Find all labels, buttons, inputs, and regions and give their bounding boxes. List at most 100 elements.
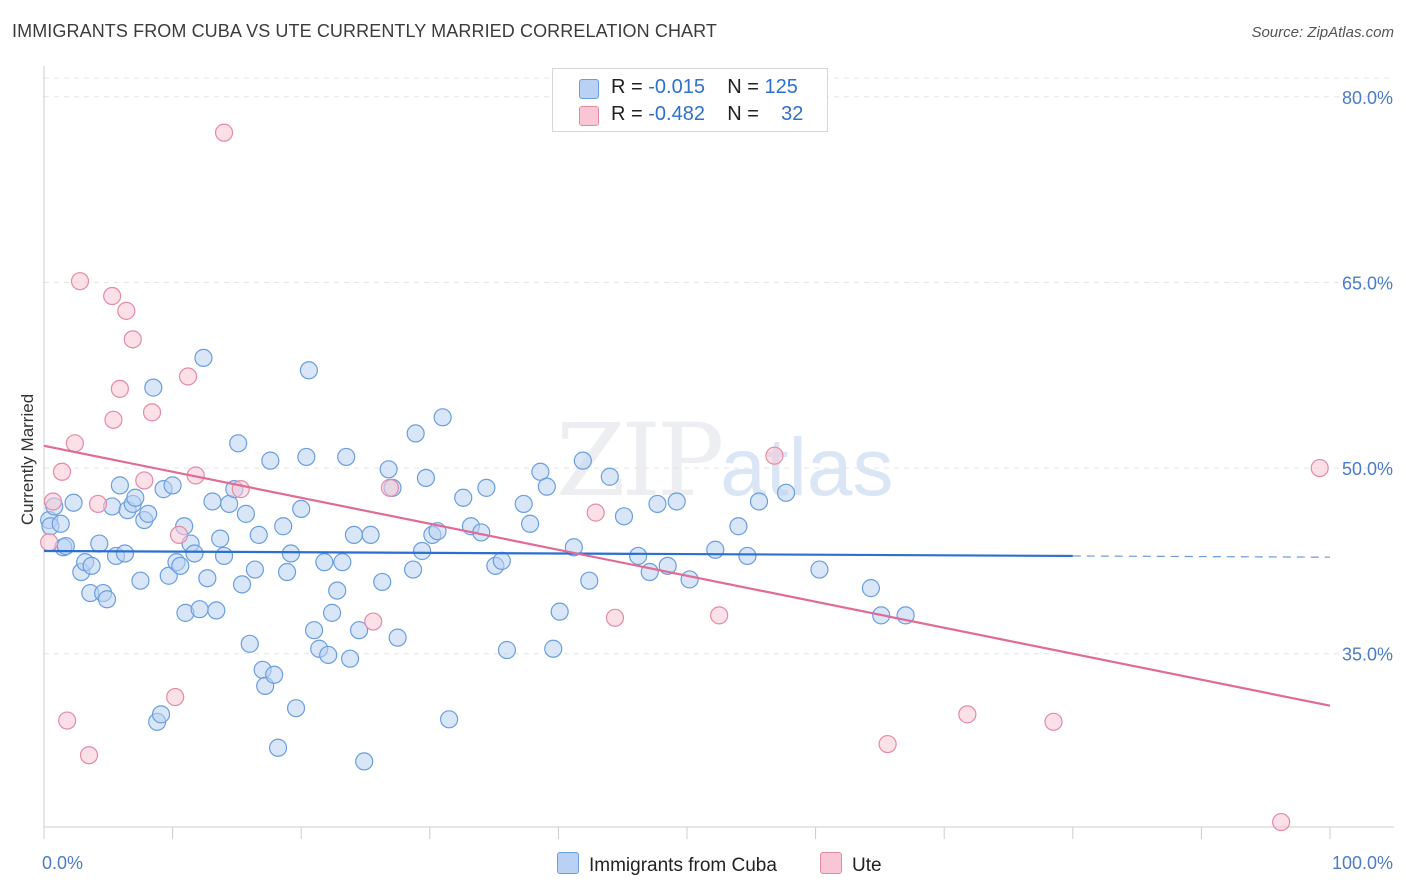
y-axis-label: Currently Married [18, 394, 37, 525]
ute-point [1310, 458, 1329, 478]
ute-point [765, 446, 784, 465]
cuba-point [454, 488, 473, 507]
cuba-point [337, 447, 356, 467]
cuba-point [439, 710, 459, 729]
ute-point [214, 123, 234, 142]
ute-point [1044, 712, 1063, 731]
cuba-point [190, 600, 209, 619]
cuba-point [550, 602, 569, 621]
bottom-legend-label-cuba: Immigrants from Cuba [589, 855, 777, 876]
ute-trend-line [43, 444, 1331, 707]
ute-point [605, 608, 625, 627]
cuba-point [361, 525, 380, 545]
bottom-legend-swatch-ute [820, 852, 842, 874]
cuba-point [433, 408, 452, 427]
cuba-point [738, 546, 757, 566]
cuba-point [82, 556, 101, 575]
y-tick-label: 35.0% [1342, 645, 1393, 665]
cuba-point [373, 572, 392, 592]
cuba-point [600, 467, 619, 486]
cuba-point [245, 560, 265, 579]
ute-point [878, 734, 897, 754]
ute-point [104, 410, 123, 429]
cuba-point [185, 544, 204, 563]
cuba-point [537, 477, 556, 496]
ute-point [79, 746, 99, 765]
cuba-point [614, 507, 634, 526]
cuba-point [322, 603, 342, 622]
bottom-legend-swatch-cuba [557, 852, 579, 874]
cuba-point [207, 601, 226, 620]
cuba-point [344, 525, 364, 545]
cuba-point [126, 488, 145, 507]
cuba-point [236, 504, 256, 523]
cuba-point [171, 556, 190, 575]
source-label: Source: ZipAtlas.com [1251, 24, 1394, 41]
cuba-point [249, 525, 268, 545]
cuba-point [667, 492, 686, 511]
cuba-point [492, 551, 511, 570]
cuba-point [355, 752, 374, 771]
legend-r-label: R = [611, 76, 649, 98]
cuba-point [333, 553, 352, 572]
cuba-point [151, 705, 171, 724]
ute-point [231, 480, 250, 499]
legend-r-value: -0.482 [648, 103, 705, 125]
cuba-point [286, 699, 306, 718]
ute-point [52, 462, 72, 481]
cuba-point [315, 553, 334, 572]
cuba-point [110, 476, 129, 495]
ute-point [178, 367, 198, 386]
ute-point [103, 286, 122, 306]
ute-point [110, 379, 129, 398]
ute-point [380, 478, 400, 497]
ute-point [958, 705, 977, 724]
cuba-point [240, 634, 259, 653]
ute-point [40, 533, 59, 552]
ute-point [135, 471, 154, 490]
legend-n-value: 125 [764, 76, 798, 98]
cuba-point [629, 546, 648, 566]
ute-point [364, 612, 383, 631]
cuba-point [194, 348, 213, 368]
cuba-point [277, 562, 297, 582]
cuba-point [274, 517, 293, 536]
bottom-legend-cuba: Immigrants from Cuba [557, 852, 777, 877]
cuba-trend-line [43, 549, 1073, 558]
legend-n-label: N = [727, 76, 765, 98]
cuba-point [648, 494, 667, 514]
cuba-point [749, 492, 769, 511]
ute-point [117, 301, 136, 320]
cuba-point [214, 546, 234, 566]
cuba-point [229, 434, 248, 453]
cuba-point [477, 478, 496, 497]
cuba-point [299, 361, 319, 380]
chart-title: IMMIGRANTS FROM CUBA VS UTE CURRENTLY MA… [12, 21, 718, 41]
legend-swatch-ute [579, 106, 599, 126]
cuba-point [232, 575, 252, 594]
cuba-point [328, 581, 347, 600]
cuba-point [403, 560, 423, 579]
cuba-point [388, 628, 407, 647]
cuba-point [412, 541, 432, 561]
ute-point [58, 711, 77, 730]
ute-point [123, 330, 142, 349]
cuba-point [544, 639, 563, 658]
watermark-atlas: atlas [720, 422, 894, 513]
cuba-point [292, 499, 311, 519]
cuba-point [416, 468, 436, 488]
cuba-point [261, 451, 280, 470]
ute-point [710, 606, 729, 625]
cuba-point [406, 424, 425, 443]
y-tick-label: 65.0% [1342, 273, 1393, 293]
cuba-point [139, 504, 158, 523]
cuba-point [159, 566, 178, 585]
cuba-point [349, 621, 369, 640]
y-tick-label: 80.0% [1342, 88, 1393, 108]
bottom-legend-label-ute: Ute [852, 855, 882, 876]
cuba-point [144, 378, 163, 397]
legend-r-label: R = [611, 103, 649, 125]
cuba-point [680, 570, 699, 589]
cuba-point [211, 529, 230, 548]
